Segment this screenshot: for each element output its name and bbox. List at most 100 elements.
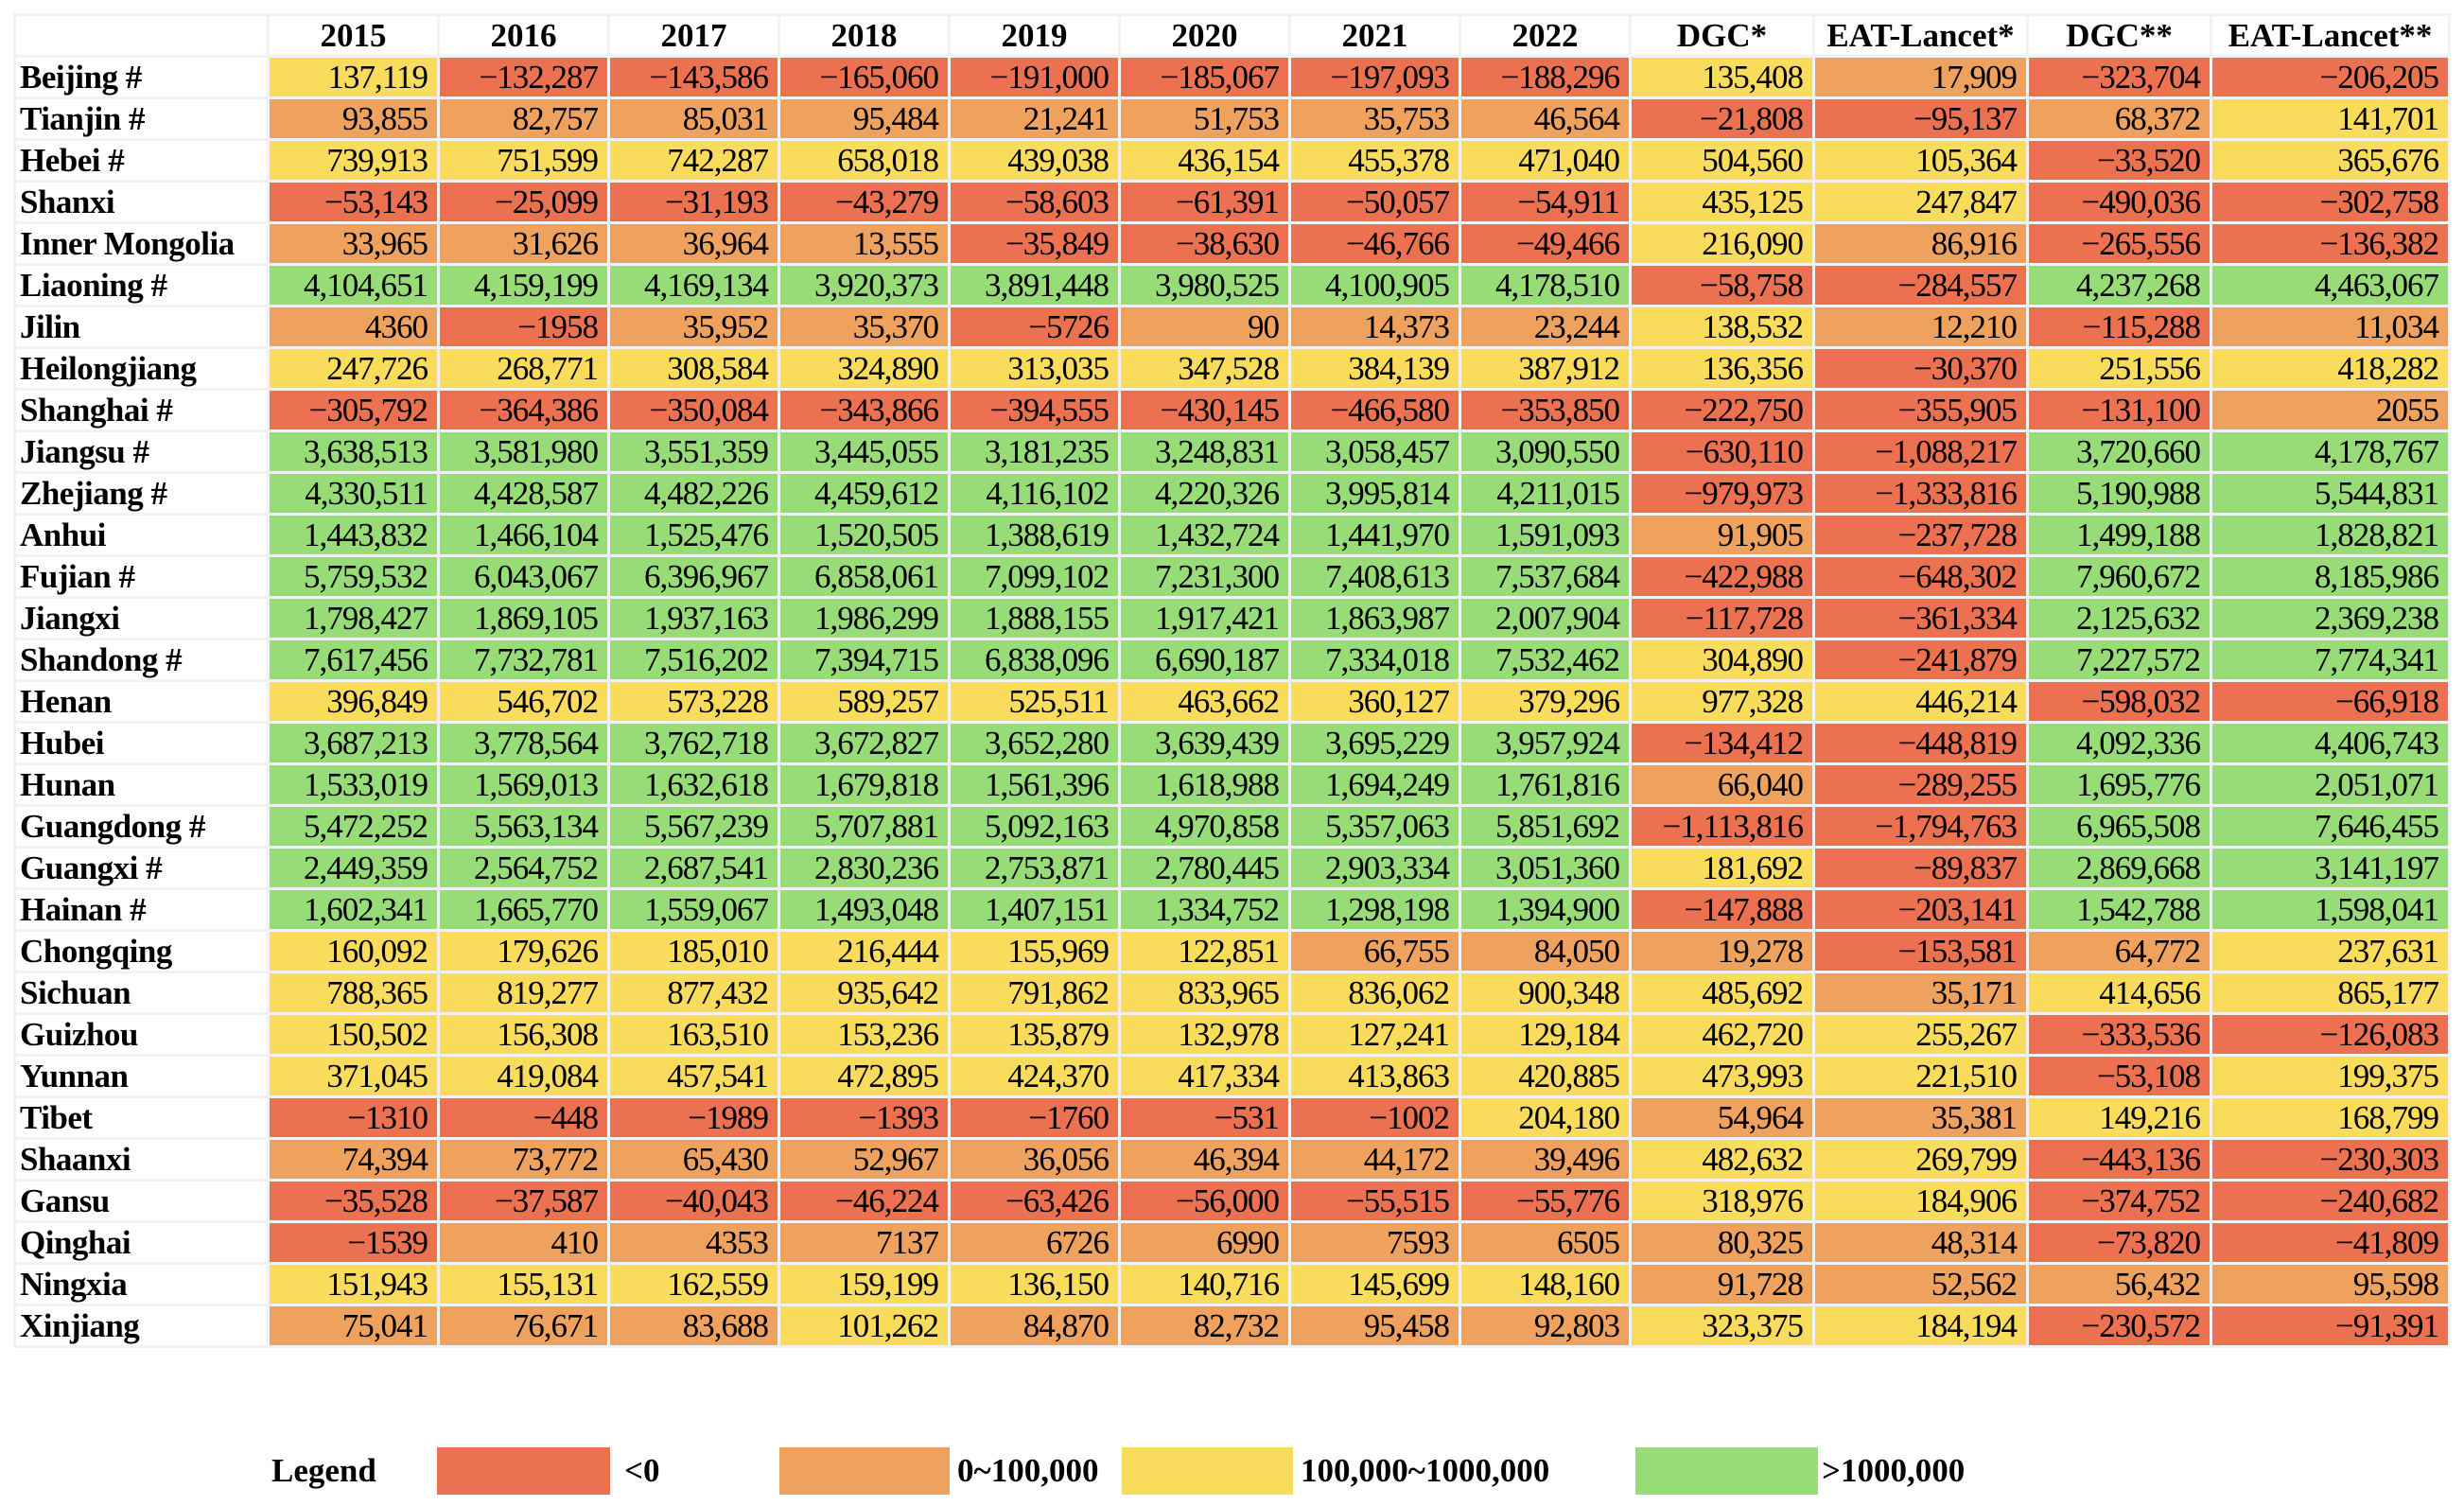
heatmap-cell: 3,639,439 (1118, 721, 1291, 765)
heatmap-cell: 1,561,396 (948, 762, 1121, 807)
heatmap-cell: 4353 (607, 1220, 780, 1265)
heatmap-cell: −350,084 (607, 388, 780, 432)
heatmap-cell: −136,382 (2210, 221, 2451, 266)
heatmap-cell: 3,248,831 (1118, 429, 1291, 474)
heatmap-cell: 95,458 (1288, 1304, 1461, 1348)
heatmap-cell: −355,905 (1812, 388, 2029, 432)
heatmap-cell: 4,211,015 (1459, 471, 1632, 516)
table-row: Hunan 1,533,019 1,569,013 1,632,618 1,679,81… (13, 762, 2451, 807)
heatmap-cell: 17,909 (1812, 55, 2029, 99)
heatmap-cell: 462,720 (1629, 1012, 1815, 1057)
heatmap-cell: −33,520 (2026, 138, 2212, 183)
heatmap-cell: −630,110 (1629, 429, 1815, 474)
heatmap-cell: 92,803 (1459, 1304, 1632, 1348)
heatmap-cell: 1,602,341 (267, 887, 440, 932)
heatmap-cell: −165,060 (778, 55, 951, 99)
heatmap-cell: −55,776 (1459, 1179, 1632, 1223)
heatmap-cell: 1,798,427 (267, 596, 440, 640)
heatmap-cell: 181,692 (1629, 846, 1815, 890)
heatmap-cell: −147,888 (1629, 887, 1815, 932)
heatmap-cell: 1,499,188 (2026, 513, 2212, 557)
table-row: Heilongjiang 247,726 268,771 308,584 324,890… (13, 346, 2451, 391)
heatmap-cell: 82,757 (437, 96, 610, 141)
heatmap-cell: 21,241 (948, 96, 1121, 141)
heatmap-cell: 3,920,373 (778, 263, 951, 307)
table-row: Anhui 1,443,832 1,466,104 1,525,476 1,520,50… (13, 513, 2451, 557)
heatmap-cell: −54,911 (1459, 180, 1632, 224)
heatmap-cell: 168,799 (2210, 1095, 2451, 1140)
heatmap-cell: 31,626 (437, 221, 610, 266)
heatmap-cell: 75,041 (267, 1304, 440, 1348)
heatmap-cell: 46,564 (1459, 96, 1632, 141)
heatmap-cell: 457,541 (607, 1054, 780, 1098)
heatmap-cell: 13,555 (778, 221, 951, 266)
heatmap-cell: −1393 (778, 1095, 951, 1140)
heatmap-cell: 2,903,334 (1288, 846, 1461, 890)
heatmap-cell: −1,113,816 (1629, 804, 1815, 849)
table-row: Liaoning #4,104,651 4,159,199 4,169,134 3,9… (13, 263, 2451, 307)
heatmap-cell: −132,287 (437, 55, 610, 99)
heatmap-cell: −95,137 (1812, 96, 2029, 141)
heatmap-cell: −265,556 (2026, 221, 2212, 266)
heatmap-cell: −191,000 (948, 55, 1121, 99)
heatmap-cell: 3,762,718 (607, 721, 780, 765)
table-row: Shandong #7,617,456 7,732,781 7,516,202 7,3… (13, 638, 2451, 682)
heatmap-cell: 7,334,018 (1288, 638, 1461, 682)
heatmap-cell: −38,630 (1118, 221, 1291, 266)
heatmap-cell: 836,062 (1288, 971, 1461, 1015)
heatmap-cell: 66,755 (1288, 929, 1461, 973)
heatmap-cell: 1,569,013 (437, 762, 610, 807)
heatmap-cell: 1,665,770 (437, 887, 610, 932)
heatmap-cell: 11,034 (2210, 305, 2451, 349)
heatmap-cell: 19,278 (1629, 929, 1815, 973)
heatmap-cell: 247,726 (267, 346, 440, 391)
heatmap-cell: 418,282 (2210, 346, 2451, 391)
heatmap-cell: −230,572 (2026, 1304, 2212, 1348)
heatmap-cell: −134,412 (1629, 721, 1815, 765)
table-row: Hebei #739,913 751,599 742,287 658,018 439,0… (13, 138, 2451, 183)
heatmap-cell: −979,973 (1629, 471, 1815, 516)
heatmap-cell: 153,236 (778, 1012, 951, 1057)
heatmap-cell: 6726 (948, 1220, 1121, 1265)
heatmap-cell: 155,969 (948, 929, 1121, 973)
heatmap-cell: 1,695,776 (2026, 762, 2212, 807)
legend-label-mid: 100,000~1000,000 (1301, 1452, 1550, 1489)
heatmap-cell: 199,375 (2210, 1054, 2451, 1098)
heatmap-cell: 7,646,455 (2210, 804, 2451, 849)
heatmap-cell: 1,828,821 (2210, 513, 2451, 557)
table-row: Zhejiang #4,330,511 4,428,587 4,482,226 4,4… (13, 471, 2451, 516)
column-header: EAT-Lancet* (1812, 13, 2029, 58)
heatmap-cell: 251,556 (2026, 346, 2212, 391)
row-label: Shaanxi (13, 1137, 270, 1182)
heatmap-cell: 1,441,970 (1288, 513, 1461, 557)
heatmap-cell: −46,766 (1288, 221, 1461, 266)
heatmap-cell: 95,484 (778, 96, 951, 141)
heatmap-cell: 3,638,513 (267, 429, 440, 474)
heatmap-cell: 313,035 (948, 346, 1121, 391)
heatmap-cell: 589,257 (778, 679, 951, 724)
heatmap-cell: −1760 (948, 1095, 1121, 1140)
table-row: Guangdong #5,472,252 5,563,134 5,567,239 5,… (13, 804, 2451, 849)
heatmap-cell: 1,869,105 (437, 596, 610, 640)
heatmap-cell: 3,891,448 (948, 263, 1121, 307)
table-row: Sichuan 788,365 819,277 877,432 935,642 791,8… (13, 971, 2451, 1015)
heatmap-cell: 54,964 (1629, 1095, 1815, 1140)
heatmap-cell: 1,559,067 (607, 887, 780, 932)
heatmap-cell: 3,652,280 (948, 721, 1121, 765)
heatmap-cell: 35,753 (1288, 96, 1461, 141)
row-label: Liaoning # (13, 263, 270, 307)
heatmap-cell: 7,532,462 (1459, 638, 1632, 682)
heatmap-cell: 365,676 (2210, 138, 2451, 183)
heatmap-cell: 5,759,532 (267, 554, 440, 599)
heatmap-cell: 1,432,724 (1118, 513, 1291, 557)
header-row: 2015 2016 2017 2018 2019 2020 2021 2022 DGC* EAT-… (13, 13, 2451, 58)
heatmap-cell: 155,131 (437, 1262, 610, 1306)
heatmap-cell: −1002 (1288, 1095, 1461, 1140)
heatmap-cell: 35,171 (1812, 971, 2029, 1015)
heatmap-cell: 64,772 (2026, 929, 2212, 973)
table-row: Qinghai −1539 410 4353 7137 6726 6990 7593 6505 8… (13, 1220, 2451, 1265)
heatmap-cell: 5,563,134 (437, 804, 610, 849)
heatmap-cell: 73,772 (437, 1137, 610, 1182)
heatmap-cell: 66,040 (1629, 762, 1815, 807)
heatmap-cell: 6,690,187 (1118, 638, 1291, 682)
